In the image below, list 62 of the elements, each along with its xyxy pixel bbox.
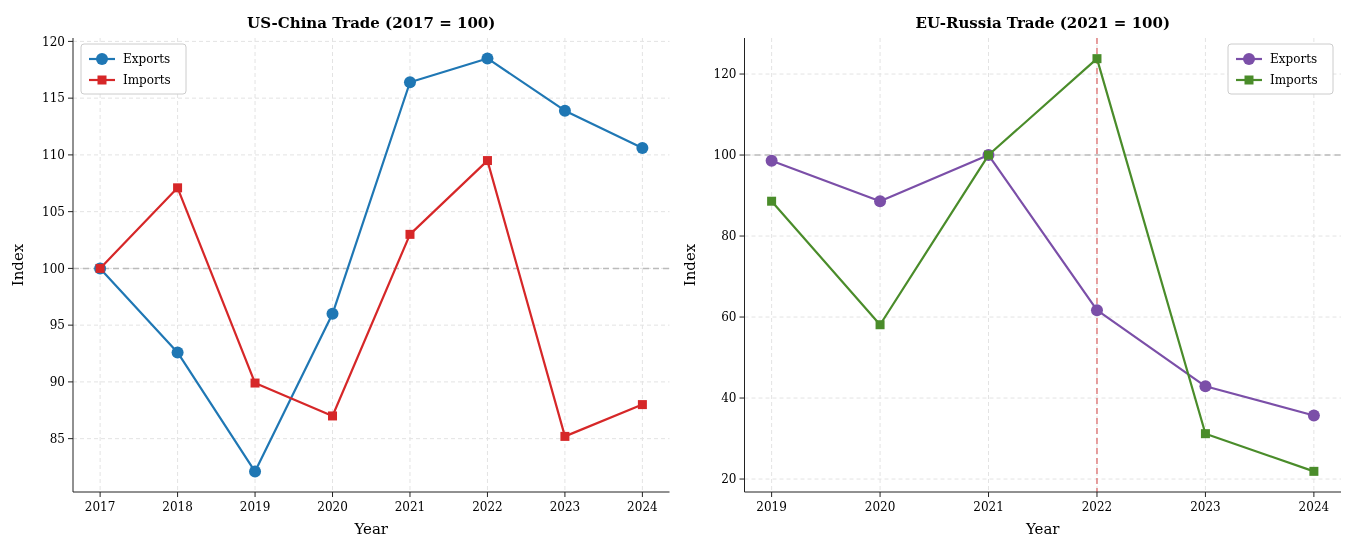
point (636, 142, 649, 155)
x-tick-label: 2022 (472, 500, 503, 514)
y-tick-label: 80 (721, 229, 737, 244)
x-tick-label: 2023 (549, 500, 581, 514)
y-axis-title: Index (680, 243, 699, 287)
point (173, 183, 183, 193)
point (1309, 466, 1319, 476)
x-tick-label: 2018 (162, 500, 193, 514)
y-tick-label: 20 (721, 472, 737, 487)
y-tick-label: 105 (42, 204, 65, 219)
x-tick-label: 2024 (627, 500, 659, 514)
x-tick-label: 2023 (1190, 500, 1221, 514)
legend-label: Exports (1270, 52, 1318, 67)
legend-label: Imports (123, 73, 171, 88)
point (1090, 304, 1103, 317)
chart-title: EU-Russia Trade (2021 = 100) (915, 14, 1171, 32)
y-tick-label: 110 (42, 148, 65, 163)
y-tick-label: 100 (42, 261, 65, 276)
point (249, 465, 262, 478)
y-tick-label: 95 (49, 318, 65, 333)
x-tick-label: 2020 (864, 500, 896, 514)
y-tick-label: 60 (721, 310, 737, 325)
point (1199, 380, 1212, 393)
point (328, 411, 338, 421)
point (637, 400, 647, 410)
chart-title: US-China Trade (2017 = 100) (247, 14, 496, 32)
point (250, 378, 260, 388)
legend-label: Imports (1270, 73, 1318, 88)
y-axis-title: Index (9, 243, 27, 287)
point (875, 320, 885, 330)
point (482, 156, 492, 166)
y-tick-label: 115 (42, 91, 65, 106)
y-tick-label: 40 (721, 391, 737, 406)
point (1307, 409, 1320, 422)
point (1092, 54, 1102, 64)
y-tick-label: 85 (49, 431, 65, 446)
point (560, 431, 570, 441)
point (481, 52, 494, 65)
x-axis-title: Year (1024, 520, 1061, 538)
point (874, 195, 887, 208)
y-tick-label: 100 (713, 148, 737, 163)
point (767, 196, 777, 206)
point (765, 154, 778, 167)
x-tick-label: 2019 (239, 500, 271, 514)
point (171, 346, 184, 359)
y-tick-label: 90 (49, 375, 65, 390)
point (326, 307, 339, 320)
point (405, 229, 415, 239)
y-tick-label: 120 (713, 67, 737, 82)
x-tick-label: 2024 (1298, 500, 1330, 514)
point (1200, 429, 1210, 439)
x-tick-label: 2020 (317, 500, 348, 514)
x-tick-label: 2021 (973, 500, 1004, 514)
point (558, 104, 571, 117)
x-tick-label: 2017 (84, 500, 116, 514)
legend-label: Exports (123, 52, 171, 67)
x-tick-label: 2019 (756, 500, 787, 514)
x-tick-label: 2022 (1081, 500, 1113, 514)
point (403, 76, 416, 89)
x-axis-title: Year (353, 520, 389, 538)
x-tick-label: 2021 (394, 500, 426, 514)
y-tick-label: 120 (42, 34, 65, 49)
